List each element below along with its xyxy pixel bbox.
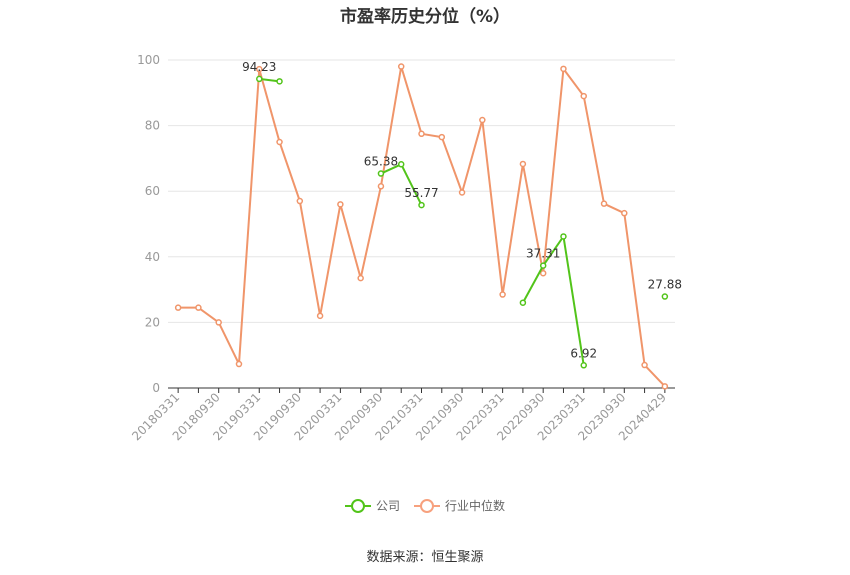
data-point-20221231 <box>560 233 567 240</box>
legend-industry-median-label: 行业中位数 <box>445 499 506 513</box>
data-point-20210630 <box>438 133 446 141</box>
data-point-20190630 <box>276 138 283 146</box>
data-point-20181231 <box>235 360 243 368</box>
series-line-segment <box>178 65 666 388</box>
legend-company-icon <box>344 498 371 513</box>
data-point-20190930 <box>296 197 304 205</box>
legend: 公司 行业中位数 <box>0 497 850 514</box>
data-point-20180930 <box>215 319 222 326</box>
data-point-20220930 <box>539 262 547 269</box>
data-point-20200930 <box>377 183 385 190</box>
data-point-20220630 <box>519 299 527 306</box>
legend-industry-median-icon <box>414 498 440 513</box>
chart-title: 市盈率历史分位（%） <box>339 7 511 27</box>
series-industry-median <box>174 63 669 390</box>
data-point-20200630 <box>357 274 364 282</box>
legend-company-label: 公司 <box>375 499 400 513</box>
data-point-20201231 <box>397 63 405 70</box>
data-point-20180630 <box>195 304 202 311</box>
series-line-segment <box>259 77 280 83</box>
legend-item-industry-median[interactable]: 行业中位数 <box>414 497 505 514</box>
data-point-20220331 <box>499 291 506 298</box>
data-point-20200930 <box>377 170 385 177</box>
y-tick-label-20: 20 <box>145 315 160 329</box>
data-point-20230930 <box>621 209 628 217</box>
y-tick-label-0: 0 <box>152 381 160 395</box>
data-point-20220630 <box>519 160 527 168</box>
data-point-20180331 <box>174 304 182 311</box>
data-point-20190630 <box>276 78 283 85</box>
data-point-20210331 <box>418 201 425 209</box>
data-point-20191231 <box>316 312 324 320</box>
data-point-20201231 <box>397 161 405 168</box>
data-point-20231231 <box>641 361 648 369</box>
data-point-20190331 <box>256 65 263 73</box>
axes: 0204060801002018033120180930201903312019… <box>129 53 675 443</box>
y-tick-label-60: 60 <box>145 184 160 198</box>
data-label-20210331: 55.77 <box>404 186 438 200</box>
data-point-20210331 <box>418 130 425 138</box>
data-point-20211231 <box>479 116 486 124</box>
data-point-20240429 <box>661 293 669 300</box>
data-labels: 94.23 65.38 55.77 37.31 6.92 27.88 <box>242 60 682 360</box>
y-tick-label-40: 40 <box>145 250 160 264</box>
legend-item-company[interactable]: 公司 <box>344 497 400 514</box>
grid-lines <box>168 59 675 323</box>
data-point-20220930 <box>539 269 547 277</box>
data-label-20230331: 6.92 <box>570 346 597 360</box>
data-source: 数据来源：恒生聚源 <box>366 550 484 565</box>
data-point-20221231 <box>560 65 567 73</box>
data-point-20230630 <box>600 200 608 207</box>
data-label-20240429: 27.88 <box>648 278 682 292</box>
data-label-20200930: 65.38 <box>364 155 398 169</box>
y-tick-label-80: 80 <box>145 119 160 133</box>
series-lines <box>174 63 669 390</box>
series-company <box>256 75 669 369</box>
data-label-20190331: 94.23 <box>242 60 276 74</box>
y-tick-label-100: 100 <box>137 53 160 67</box>
data-point-20210930 <box>458 189 466 196</box>
data-point-20230331 <box>580 92 587 100</box>
series-line-segment <box>522 235 585 366</box>
data-label-20220930: 37.31 <box>526 247 560 261</box>
data-point-20230331 <box>580 362 587 369</box>
data-point-20200331 <box>337 201 344 208</box>
data-point-20190331 <box>256 75 263 83</box>
data-point-20240429 <box>661 383 669 390</box>
